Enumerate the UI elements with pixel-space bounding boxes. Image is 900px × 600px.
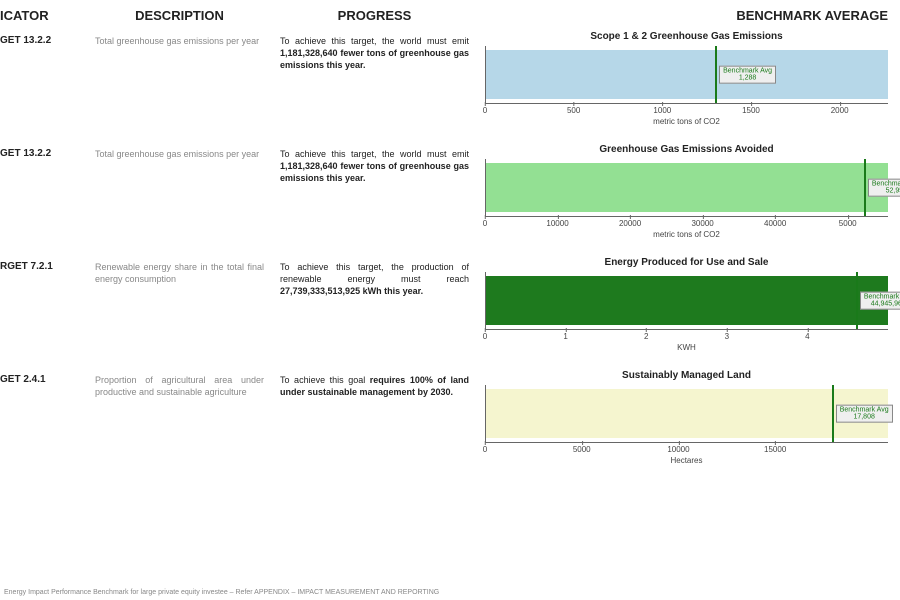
x-tick: 0 [483, 332, 487, 341]
benchmark-chart: Scope 1 & 2 Greenhouse Gas Emissions Benc… [485, 31, 892, 126]
progress-text: To achieve this target, the world must e… [280, 144, 485, 184]
benchmark-label: Benchmark Avg1,288 [719, 65, 776, 84]
x-tick: 3 [725, 332, 729, 341]
progress-text: To achieve this target, the world must e… [280, 31, 485, 71]
x-axis-label: metric tons of CO2 [485, 230, 888, 239]
data-row: RGET 7.2.1Renewable energy share in the … [0, 257, 892, 352]
header-indicator: ICATOR [0, 8, 95, 23]
description-text: Total greenhouse gas emissions per year [95, 144, 280, 160]
chart-title: Sustainably Managed Land [485, 370, 888, 381]
progress-text: To achieve this goal requires 100% of la… [280, 370, 485, 398]
x-tick: 5000 [573, 445, 591, 454]
x-tick: 30000 [691, 219, 713, 228]
benchmark-line [832, 385, 834, 442]
data-row: GET 13.2.2Total greenhouse gas emissions… [0, 144, 892, 239]
benchmark-chart: Sustainably Managed Land Benchmark Avg17,… [485, 370, 892, 465]
x-tick: 0 [483, 445, 487, 454]
indicator-label: GET 13.2.2 [0, 144, 95, 159]
x-axis-ticks: 0 1 2 3 4 [485, 332, 888, 342]
x-tick: 1500 [742, 106, 760, 115]
x-axis-label: metric tons of CO2 [485, 117, 888, 126]
x-tick: 10000 [546, 219, 568, 228]
chart-plot-area: Benchmark Avg17,808 [485, 385, 888, 443]
x-tick: 0 [483, 106, 487, 115]
x-axis-label: Hectares [485, 456, 888, 465]
x-tick: 1000 [653, 106, 671, 115]
x-tick: 2000 [831, 106, 849, 115]
x-tick: 1 [563, 332, 567, 341]
data-row: GET 2.4.1Proportion of agricultural area… [0, 370, 892, 465]
x-tick: 10000 [667, 445, 689, 454]
benchmark-chart: Greenhouse Gas Emissions Avoided Benchmar… [485, 144, 892, 239]
benchmark-line [856, 272, 858, 329]
benchmark-line [864, 159, 866, 216]
chart-bar [486, 276, 888, 325]
indicator-label: RGET 7.2.1 [0, 257, 95, 272]
description-text: Renewable energy share in the total fina… [95, 257, 280, 285]
benchmark-label: Benchmark Avg17,808 [836, 404, 893, 423]
description-text: Proportion of agricultural area under pr… [95, 370, 280, 398]
data-row: GET 13.2.2Total greenhouse gas emissions… [0, 31, 892, 126]
chart-bar [486, 163, 888, 212]
footnote: Energy Impact Performance Benchmark for … [0, 589, 892, 596]
chart-title: Scope 1 & 2 Greenhouse Gas Emissions [485, 31, 888, 42]
x-tick: 15000 [764, 445, 786, 454]
benchmark-chart: Energy Produced for Use and Sale Benchmar… [485, 257, 892, 352]
header-progress: PROGRESS [280, 8, 485, 23]
x-tick: 5000 [839, 219, 857, 228]
header-description: DESCRIPTION [95, 8, 280, 23]
x-axis-label: KWH [485, 343, 888, 352]
x-tick: 0 [483, 219, 487, 228]
x-tick: 2 [644, 332, 648, 341]
x-axis-ticks: 0 10000 20000 30000 40000 5000 [485, 219, 888, 229]
benchmark-label: Benchmark Avg52,954 [868, 178, 900, 197]
chart-bar [486, 50, 888, 99]
benchmark-label: Benchmark Avg44,945,964 [860, 291, 900, 310]
x-axis-ticks: 0 500 1000 1500 2000 [485, 106, 888, 116]
table-headers: ICATOR DESCRIPTION PROGRESS BENCHMARK AV… [0, 8, 892, 23]
x-tick: 4 [805, 332, 809, 341]
chart-plot-area: Benchmark Avg52,954 [485, 159, 888, 217]
x-tick: 500 [567, 106, 580, 115]
x-axis-ticks: 0 5000 10000 15000 [485, 445, 888, 455]
indicator-label: GET 2.4.1 [0, 370, 95, 385]
header-benchmark: BENCHMARK AVERAGE [485, 8, 892, 23]
chart-title: Energy Produced for Use and Sale [485, 257, 888, 268]
chart-plot-area: Benchmark Avg44,945,964 [485, 272, 888, 330]
chart-plot-area: Benchmark Avg1,288 [485, 46, 888, 104]
indicator-label: GET 13.2.2 [0, 31, 95, 46]
x-tick: 40000 [764, 219, 786, 228]
progress-text: To achieve this target, the production o… [280, 257, 485, 297]
x-tick: 20000 [619, 219, 641, 228]
chart-title: Greenhouse Gas Emissions Avoided [485, 144, 888, 155]
chart-bar [486, 389, 888, 438]
benchmark-line [715, 46, 717, 103]
description-text: Total greenhouse gas emissions per year [95, 31, 280, 47]
